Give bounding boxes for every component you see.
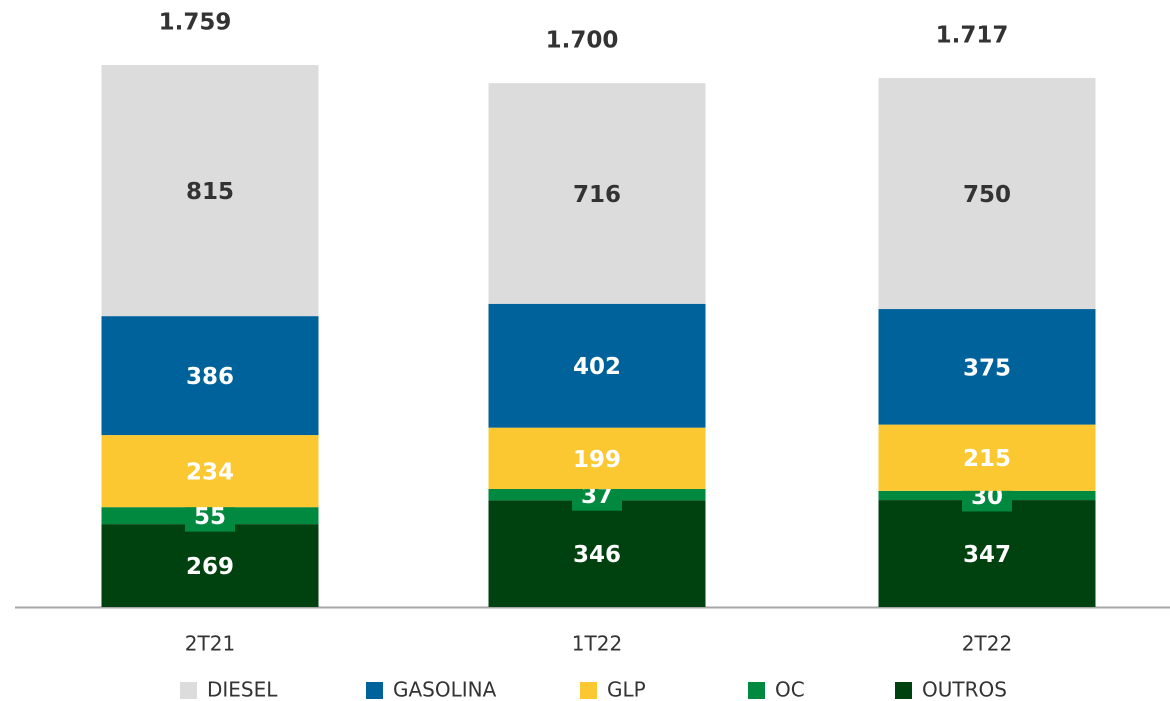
legend-swatch [895, 682, 912, 699]
legend-swatch [180, 682, 197, 699]
value-label: 347 [963, 542, 1011, 568]
value-label: 716 [573, 182, 621, 208]
legend-swatch [580, 682, 597, 699]
bar-segment [101, 435, 319, 508]
value-label: 269 [186, 554, 234, 580]
total-label: 1.717 [936, 22, 1009, 48]
legend-label: DIESEL [207, 678, 278, 701]
bar-segment [878, 500, 1096, 607]
value-label: 215 [963, 446, 1011, 472]
total-label: 1.700 [546, 28, 619, 54]
bar-segment [101, 316, 319, 436]
bar-segment [488, 427, 706, 489]
value-label: 346 [573, 542, 621, 568]
bar-segment [878, 424, 1096, 491]
bar-segment [488, 83, 706, 304]
legend-label: OC [775, 678, 805, 701]
value-label: 386 [186, 364, 234, 390]
value-label: 750 [963, 182, 1011, 208]
bar-segment [878, 309, 1096, 425]
legend-label: OUTROS [922, 678, 1007, 701]
bar-segment [878, 77, 1096, 310]
value-label: 815 [186, 179, 234, 205]
value-label: 199 [573, 447, 621, 473]
x-tick-label: 1T22 [572, 632, 622, 656]
legend-label: GASOLINA [393, 678, 497, 701]
value-label: 234 [186, 460, 234, 486]
bar-segment [101, 65, 319, 317]
legend-label: GLP [607, 678, 646, 701]
x-tick-label: 2T21 [185, 632, 235, 656]
legend-swatch [748, 682, 765, 699]
x-tick-label: 2T22 [962, 632, 1012, 656]
value-label: 402 [573, 354, 621, 380]
total-label: 1.759 [159, 10, 232, 36]
value-label: 375 [963, 355, 1011, 381]
bar-segment [488, 303, 706, 428]
bar-segment [488, 500, 706, 607]
legend-swatch [366, 682, 383, 699]
bar-segment [101, 524, 319, 607]
value-label: 55 [194, 504, 226, 530]
